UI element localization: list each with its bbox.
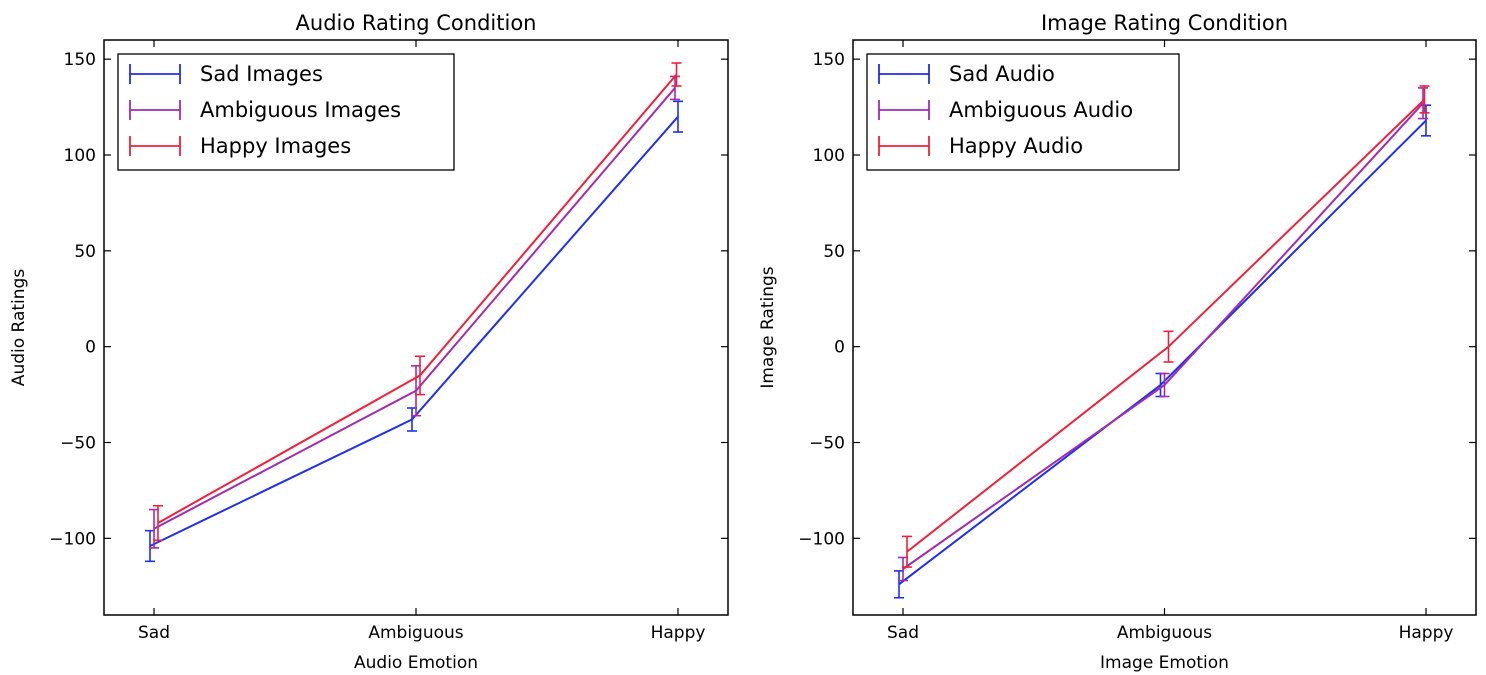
- chart-1-series-2-errorbar: [1419, 85, 1430, 114]
- chart-0-legend-entry-0: Sad Images: [129, 62, 323, 86]
- chart-1-ytick-label: −100: [798, 529, 845, 549]
- chart-1-legend-label-2: Happy Audio: [949, 134, 1083, 158]
- chart-1-legend-label-1: Ambiguous Audio: [949, 98, 1133, 122]
- chart-0-legend-entry-2: Happy Images: [129, 134, 351, 158]
- chart-1-xlabel: Image Emotion: [1100, 653, 1229, 673]
- chart-1-ylabel: Image Ratings: [758, 266, 778, 388]
- chart-1-legend-entry-2: Happy Audio: [878, 134, 1083, 158]
- chart-1-ytick-label: 50: [823, 242, 845, 262]
- chart-0-series-2-errorbar: [153, 504, 163, 542]
- chart-0-series-2-errorbar: [671, 62, 682, 87]
- chart-1-xtick-label: Sad: [887, 623, 919, 643]
- chart-0-xlabel: Audio Emotion: [354, 653, 478, 673]
- chart-1-series-1-errorbar: [1159, 372, 1170, 398]
- image-rating-chart: Image Rating Condition −100 −50 0 50 100 150 Sa…: [758, 11, 1477, 673]
- chart-1-xtick-label: Ambiguous: [1117, 623, 1212, 643]
- chart-0-xtick-label: Happy: [651, 623, 706, 643]
- chart-0-legend-label-0: Sad Images: [200, 62, 323, 86]
- chart-1-legend-entry-0: Sad Audio: [878, 62, 1055, 86]
- audio-rating-chart: Audio Rating Condition −100 −50 0 50 100 150 Sa…: [9, 11, 729, 673]
- chart-0-legend-entry-1: Ambiguous Images: [129, 98, 401, 122]
- chart-0-ytick-label: 50: [74, 242, 96, 262]
- chart-0-ytick-label: −50: [60, 434, 96, 454]
- chart-0-legend-label-2: Happy Images: [200, 134, 351, 158]
- chart-0-series-0-line: [149, 116, 679, 547]
- chart-0-title: Audio Rating Condition: [296, 11, 537, 35]
- chart-1-legend-label-0: Sad Audio: [949, 62, 1055, 86]
- chart-1-xtick-label: Happy: [1399, 623, 1454, 643]
- chart-1-series-2-errorbar: [902, 535, 912, 568]
- chart-0-xtick-label: Sad: [138, 623, 170, 643]
- chart-0-ytick-label: 150: [64, 50, 96, 70]
- chart-0-ytick-label: 0: [85, 338, 96, 358]
- chart-1-legend-entry-1: Ambiguous Audio: [878, 98, 1133, 122]
- chart-0-legend-label-1: Ambiguous Images: [200, 98, 401, 122]
- chart-1-ytick-label: 150: [813, 50, 845, 70]
- chart-0-series-0-errorbar: [673, 100, 683, 133]
- chart-0-ylabel: Audio Ratings: [9, 269, 29, 387]
- chart-1-ytick-label: −50: [809, 434, 845, 454]
- chart-1-ytick-label: 100: [813, 146, 845, 166]
- chart-1-series-1-line: [902, 102, 1424, 570]
- chart-0-xtick-label: Ambiguous: [368, 623, 463, 643]
- chart-0-ytick-label: 100: [64, 146, 96, 166]
- chart-0-ytick-label: −100: [49, 529, 96, 549]
- chart-1-title: Image Rating Condition: [1041, 11, 1288, 35]
- chart-1-series-2-errorbar: [1163, 330, 1174, 363]
- chart-1-ytick-label: 0: [834, 338, 845, 358]
- chart-0-series-2-errorbar: [415, 355, 425, 396]
